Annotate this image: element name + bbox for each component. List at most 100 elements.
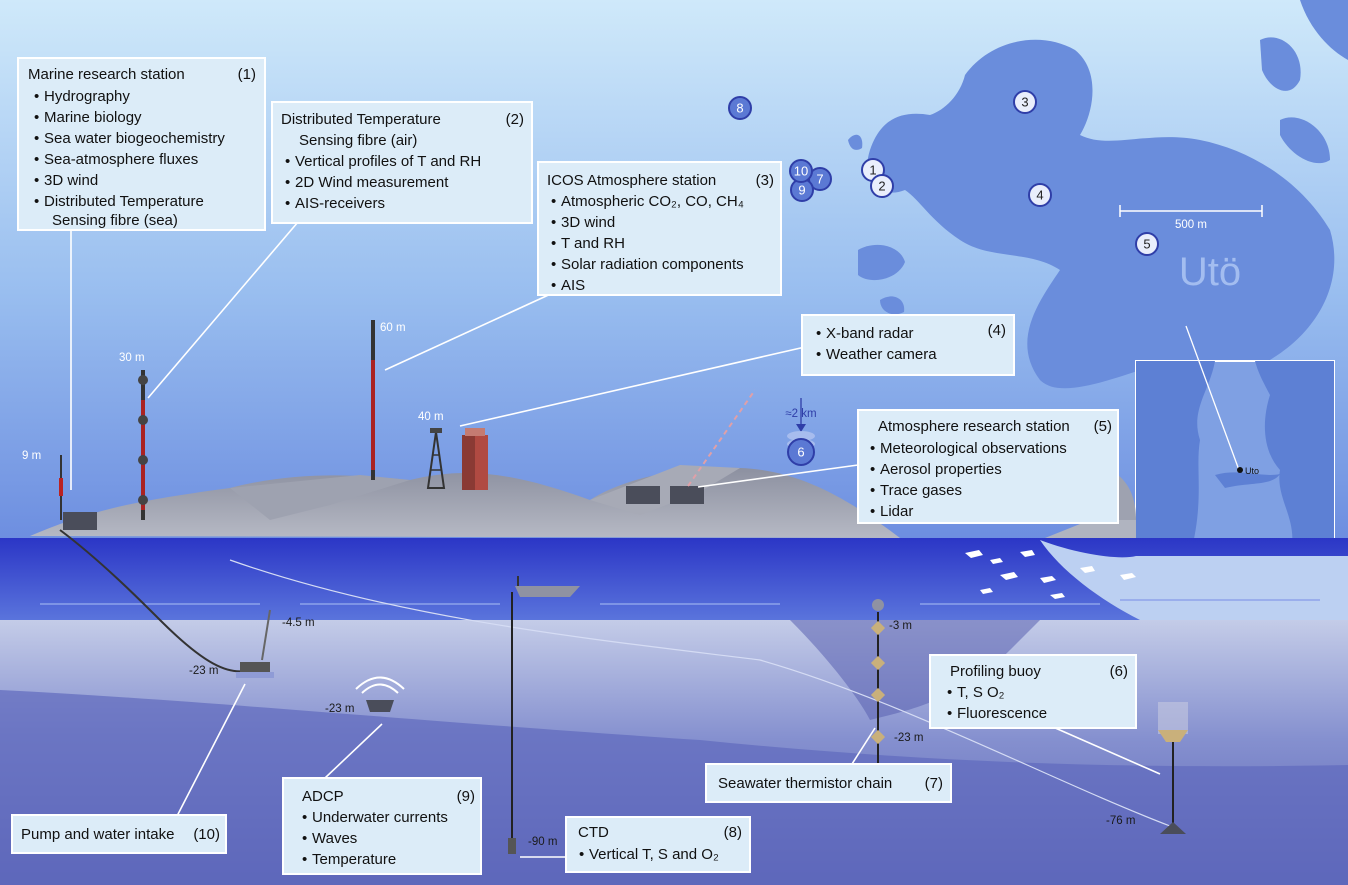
box-item: Temperature xyxy=(312,851,396,868)
box-item: Vertical T, S and O₂ xyxy=(589,846,719,863)
scale-bar xyxy=(1119,205,1263,217)
depth-label-chain-top: -3 m xyxy=(889,620,912,632)
box-number: (6) xyxy=(1110,663,1128,680)
research-boat xyxy=(515,576,580,597)
buoy-distance-label: ≈2 km xyxy=(785,408,816,420)
info-box-dts-air: Distributed Temperature (2) Sensing fibr… xyxy=(271,101,533,224)
svg-text:•: • xyxy=(816,346,821,363)
box-number: (5) xyxy=(1094,418,1112,435)
depth-label-chain-bottom: -23 m xyxy=(894,732,923,744)
box-item: Underwater currents xyxy=(312,809,448,826)
inset-location-label: Uto xyxy=(1245,466,1259,476)
svg-text:•: • xyxy=(870,461,875,478)
info-box-ctd: CTD (8) • Vertical T, S and O₂ xyxy=(565,816,751,873)
svg-text:•: • xyxy=(579,846,584,863)
box-item: Vertical profiles of T and RH xyxy=(295,153,481,170)
box-item: 3D wind xyxy=(44,172,98,189)
box-item: Atmospheric CO₂, CO, CH₄ xyxy=(561,193,744,210)
mast-9m xyxy=(59,455,63,520)
map-marker-2: 2 xyxy=(870,174,894,198)
box-title: Pump and water intake xyxy=(21,826,174,843)
adcp-instrument xyxy=(355,676,405,712)
scale-bar-label: 500 m xyxy=(1175,219,1207,231)
box-item: Meteorological observations xyxy=(880,440,1067,457)
svg-text:•: • xyxy=(34,130,39,147)
map-marker-3: 3 xyxy=(1013,90,1037,114)
svg-text:•: • xyxy=(285,195,290,212)
box-number: (7) xyxy=(925,775,943,792)
box-item: T and RH xyxy=(561,235,625,252)
svg-text:•: • xyxy=(302,830,307,847)
svg-text:•: • xyxy=(551,256,556,273)
svg-text:9: 9 xyxy=(798,183,805,198)
marine-station-hut xyxy=(63,512,97,530)
info-box-adcp: ADCP (9) • Underwater currents • Waves • Te… xyxy=(282,777,482,875)
island-map xyxy=(848,0,1348,389)
icos-building xyxy=(462,428,488,490)
island-terrain xyxy=(30,465,1136,548)
box-title: ICOS Atmosphere station xyxy=(547,172,716,189)
box-item: Trace gases xyxy=(880,482,962,499)
svg-text:•: • xyxy=(870,503,875,520)
ctd-line xyxy=(508,592,516,854)
buoy-marker-6: 6 xyxy=(787,438,815,466)
map-marker-5: 5 xyxy=(1135,232,1159,256)
height-label-40m: 40 m xyxy=(418,411,444,423)
intake-pipe xyxy=(59,529,256,673)
info-box-atmosphere-station: Atmosphere research station (5) • Meteoro… xyxy=(857,409,1119,524)
svg-text:•: • xyxy=(551,235,556,252)
info-box-thermistor-chain: Seawater thermistor chain (7) xyxy=(705,763,952,803)
map-marker-10: 10 xyxy=(789,159,813,183)
svg-text:•: • xyxy=(285,153,290,170)
svg-text:•: • xyxy=(285,174,290,191)
svg-text:5: 5 xyxy=(1143,237,1150,252)
box-title: Seawater thermistor chain xyxy=(718,775,892,792)
box-title: Marine research station xyxy=(28,66,185,83)
box-number: (9) xyxy=(457,788,475,805)
svg-text:•: • xyxy=(34,193,39,210)
inset-map xyxy=(1135,325,1335,557)
info-box-pump-intake: Pump and water intake (10) xyxy=(11,814,227,854)
box-title: Atmosphere research station xyxy=(878,418,1070,435)
box-title: ADCP xyxy=(302,788,344,805)
svg-text:•: • xyxy=(34,88,39,105)
svg-text:•: • xyxy=(551,214,556,231)
svg-text:•: • xyxy=(870,440,875,457)
svg-text:•: • xyxy=(947,684,952,701)
island-name-label: Utö xyxy=(1179,250,1241,294)
surface-lines xyxy=(40,599,1320,605)
height-label-9m: 9 m xyxy=(22,450,41,462)
box-item: Solar radiation components xyxy=(561,256,744,273)
box-item: T, S O₂ xyxy=(957,684,1005,701)
box-item: 2D Wind measurement xyxy=(295,174,449,191)
svg-text:•: • xyxy=(34,109,39,126)
box-number: (4) xyxy=(988,322,1006,339)
svg-text:8: 8 xyxy=(736,101,743,116)
depth-label-buoy: -76 m xyxy=(1106,815,1135,827)
mast-30m xyxy=(138,370,148,520)
profiling-buoy xyxy=(1158,702,1188,834)
svg-text:10: 10 xyxy=(794,164,808,179)
info-box-profiling-buoy: Profiling buoy (6) • T, S O₂ • Fluorescenc… xyxy=(929,654,1137,729)
box-item: AIS-receivers xyxy=(295,195,385,212)
box-item: Sea-atmosphere fluxes xyxy=(44,151,198,168)
pump-intake xyxy=(236,609,274,678)
svg-text:•: • xyxy=(302,809,307,826)
deep-basin xyxy=(790,620,1040,720)
box-item: AIS xyxy=(561,277,585,294)
box-number: (10) xyxy=(193,826,220,843)
box-item: Waves xyxy=(312,830,357,847)
leader-lines xyxy=(70,221,1161,858)
svg-text:4: 4 xyxy=(1036,188,1043,203)
box-item: Distributed Temperature xyxy=(44,193,204,210)
svg-text:6: 6 xyxy=(797,445,804,460)
temperature-fibre xyxy=(229,559,1171,827)
box-item: Marine biology xyxy=(44,109,142,126)
depth-label-intake: -23 m xyxy=(189,665,218,677)
svg-text:•: • xyxy=(947,705,952,722)
box-item: 3D wind xyxy=(561,214,615,231)
box-item-continued: Sensing fibre (sea) xyxy=(52,212,178,229)
box-item: Lidar xyxy=(880,503,913,520)
box-item: X-band radar xyxy=(826,325,914,342)
